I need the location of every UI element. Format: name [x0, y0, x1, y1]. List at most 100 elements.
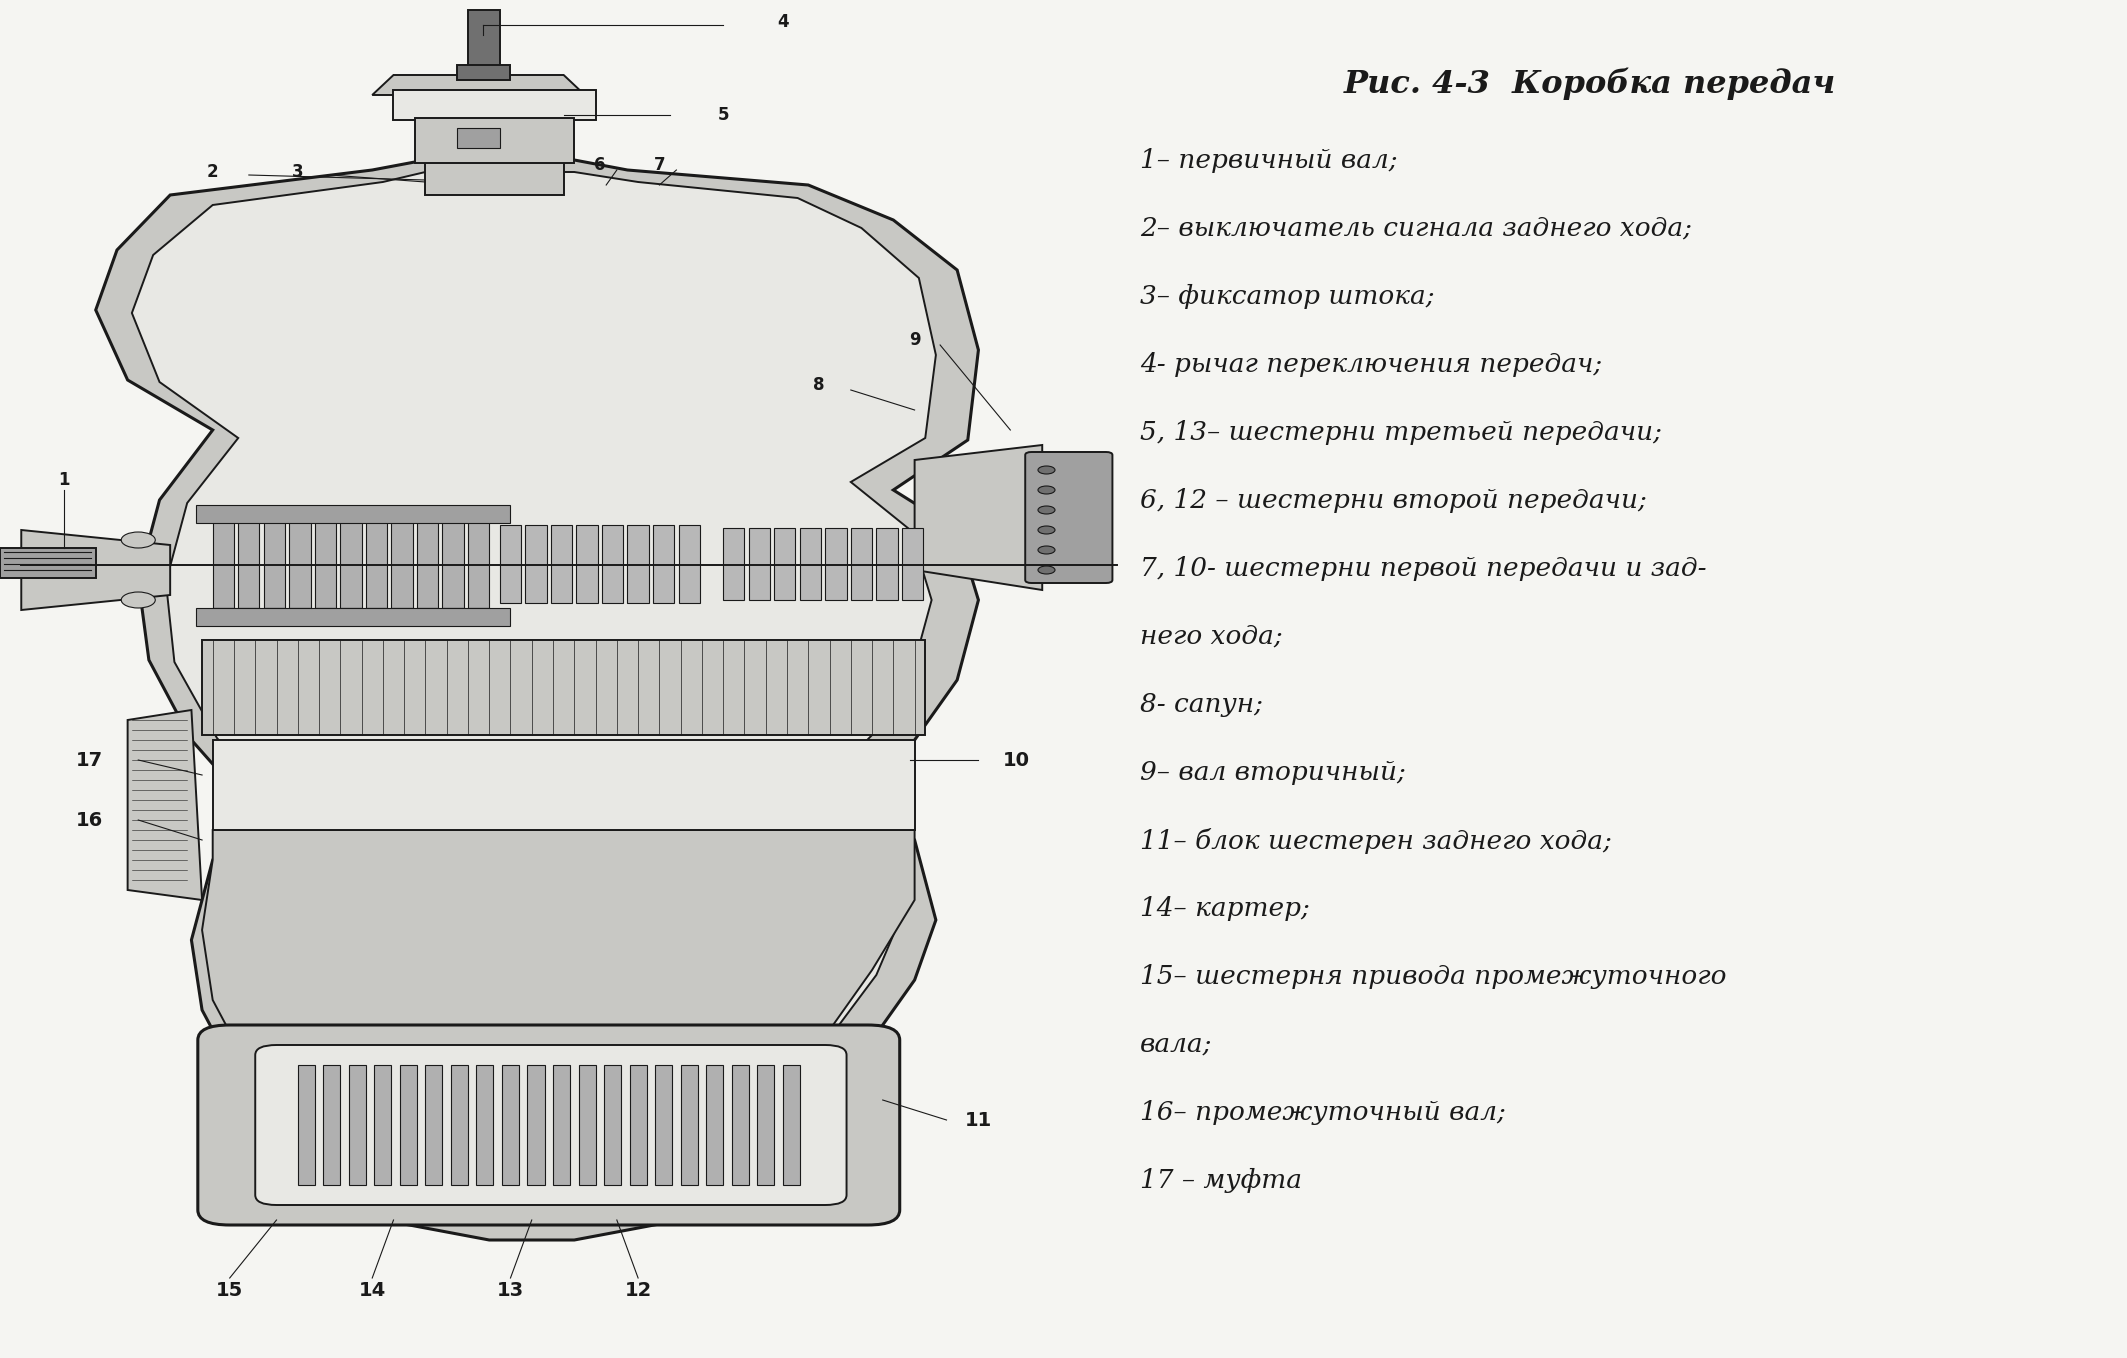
Bar: [681, 1065, 698, 1186]
Text: 1– первичный вал;: 1– первичный вал;: [1140, 148, 1397, 172]
Bar: [800, 528, 821, 600]
Text: 13: 13: [498, 1281, 523, 1300]
Circle shape: [1038, 507, 1055, 513]
Bar: [393, 90, 596, 120]
Text: 5: 5: [717, 106, 730, 124]
Bar: [679, 526, 700, 603]
Bar: [783, 1065, 800, 1186]
Polygon shape: [96, 160, 978, 1240]
Bar: [457, 65, 510, 80]
Bar: [213, 740, 915, 830]
Bar: [732, 1065, 749, 1186]
Text: 15: 15: [217, 1281, 242, 1300]
Bar: [391, 520, 413, 608]
Bar: [238, 520, 259, 608]
Bar: [374, 1065, 391, 1186]
Text: 17 – муфта: 17 – муфта: [1140, 1168, 1302, 1194]
Bar: [196, 505, 510, 523]
Bar: [457, 128, 500, 148]
Polygon shape: [202, 830, 915, 1210]
Bar: [774, 528, 795, 600]
Circle shape: [1038, 466, 1055, 474]
Bar: [340, 520, 362, 608]
Text: 3: 3: [291, 163, 304, 181]
Bar: [757, 1065, 774, 1186]
Bar: [655, 1065, 672, 1186]
Bar: [442, 520, 464, 608]
Text: 14– картер;: 14– картер;: [1140, 896, 1310, 921]
Text: 4- рычаг переключения передач;: 4- рычаг переключения передач;: [1140, 352, 1602, 378]
Text: 11– блок шестерен заднего хода;: 11– блок шестерен заднего хода;: [1140, 828, 1612, 854]
Bar: [723, 528, 744, 600]
Text: 8: 8: [813, 376, 825, 394]
Circle shape: [1038, 526, 1055, 534]
Bar: [213, 520, 234, 608]
Circle shape: [121, 592, 155, 608]
Bar: [366, 520, 387, 608]
Bar: [825, 528, 847, 600]
Circle shape: [1038, 546, 1055, 554]
Text: 10: 10: [1004, 751, 1029, 770]
Text: 2: 2: [206, 163, 219, 181]
Bar: [553, 1065, 570, 1186]
Bar: [196, 608, 510, 626]
Text: 3– фиксатор штока;: 3– фиксатор штока;: [1140, 284, 1434, 310]
Text: 15– шестерня привода промежуточного: 15– шестерня привода промежуточного: [1140, 964, 1727, 989]
Circle shape: [121, 532, 155, 549]
Bar: [468, 520, 489, 608]
Text: 16: 16: [77, 811, 102, 830]
Circle shape: [1038, 566, 1055, 574]
Bar: [525, 526, 547, 603]
Text: 1: 1: [57, 471, 70, 489]
Bar: [417, 520, 438, 608]
Polygon shape: [372, 75, 585, 95]
Bar: [500, 526, 521, 603]
Bar: [630, 1065, 647, 1186]
Text: 9: 9: [908, 331, 921, 349]
Bar: [415, 118, 574, 163]
Text: вала;: вала;: [1140, 1032, 1212, 1057]
Bar: [468, 10, 500, 71]
Polygon shape: [128, 710, 202, 900]
Bar: [264, 520, 285, 608]
Bar: [298, 1065, 315, 1186]
Text: 7, 10- шестерни первой передачи и зад-: 7, 10- шестерни первой передачи и зад-: [1140, 555, 1706, 581]
Bar: [502, 1065, 519, 1186]
Bar: [579, 1065, 596, 1186]
Bar: [451, 1065, 468, 1186]
Bar: [400, 1065, 417, 1186]
Bar: [749, 528, 770, 600]
Text: 5, 13– шестерни третьей передачи;: 5, 13– шестерни третьей передачи;: [1140, 420, 1661, 445]
Text: 6: 6: [593, 156, 606, 174]
Bar: [876, 528, 898, 600]
Bar: [425, 155, 564, 196]
Bar: [425, 1065, 442, 1186]
Bar: [323, 1065, 340, 1186]
Polygon shape: [132, 172, 936, 1222]
Bar: [604, 1065, 621, 1186]
Text: 11: 11: [966, 1111, 991, 1130]
Polygon shape: [21, 530, 170, 610]
Polygon shape: [915, 445, 1042, 589]
Text: 6, 12 – шестерни второй передачи;: 6, 12 – шестерни второй передачи;: [1140, 488, 1646, 513]
FancyBboxPatch shape: [255, 1046, 847, 1205]
Text: 2– выключатель сигнала заднего хода;: 2– выключатель сигнала заднего хода;: [1140, 216, 1691, 240]
Text: 16– промежуточный вал;: 16– промежуточный вал;: [1140, 1100, 1506, 1124]
Text: него хода;: него хода;: [1140, 623, 1283, 649]
Bar: [902, 528, 923, 600]
Text: Рис. 4-3  Коробка передач: Рис. 4-3 Коробка передач: [1344, 68, 1836, 100]
Bar: [315, 520, 336, 608]
Circle shape: [1038, 486, 1055, 494]
Bar: [627, 526, 649, 603]
Text: 12: 12: [625, 1281, 651, 1300]
Bar: [576, 526, 598, 603]
Bar: [289, 520, 311, 608]
Text: 8- сапун;: 8- сапун;: [1140, 693, 1263, 717]
Bar: [602, 526, 623, 603]
Bar: [551, 526, 572, 603]
Text: 7: 7: [653, 156, 666, 174]
Text: 4: 4: [776, 14, 789, 31]
Text: 14: 14: [359, 1281, 385, 1300]
Bar: [527, 1065, 545, 1186]
Bar: [349, 1065, 366, 1186]
